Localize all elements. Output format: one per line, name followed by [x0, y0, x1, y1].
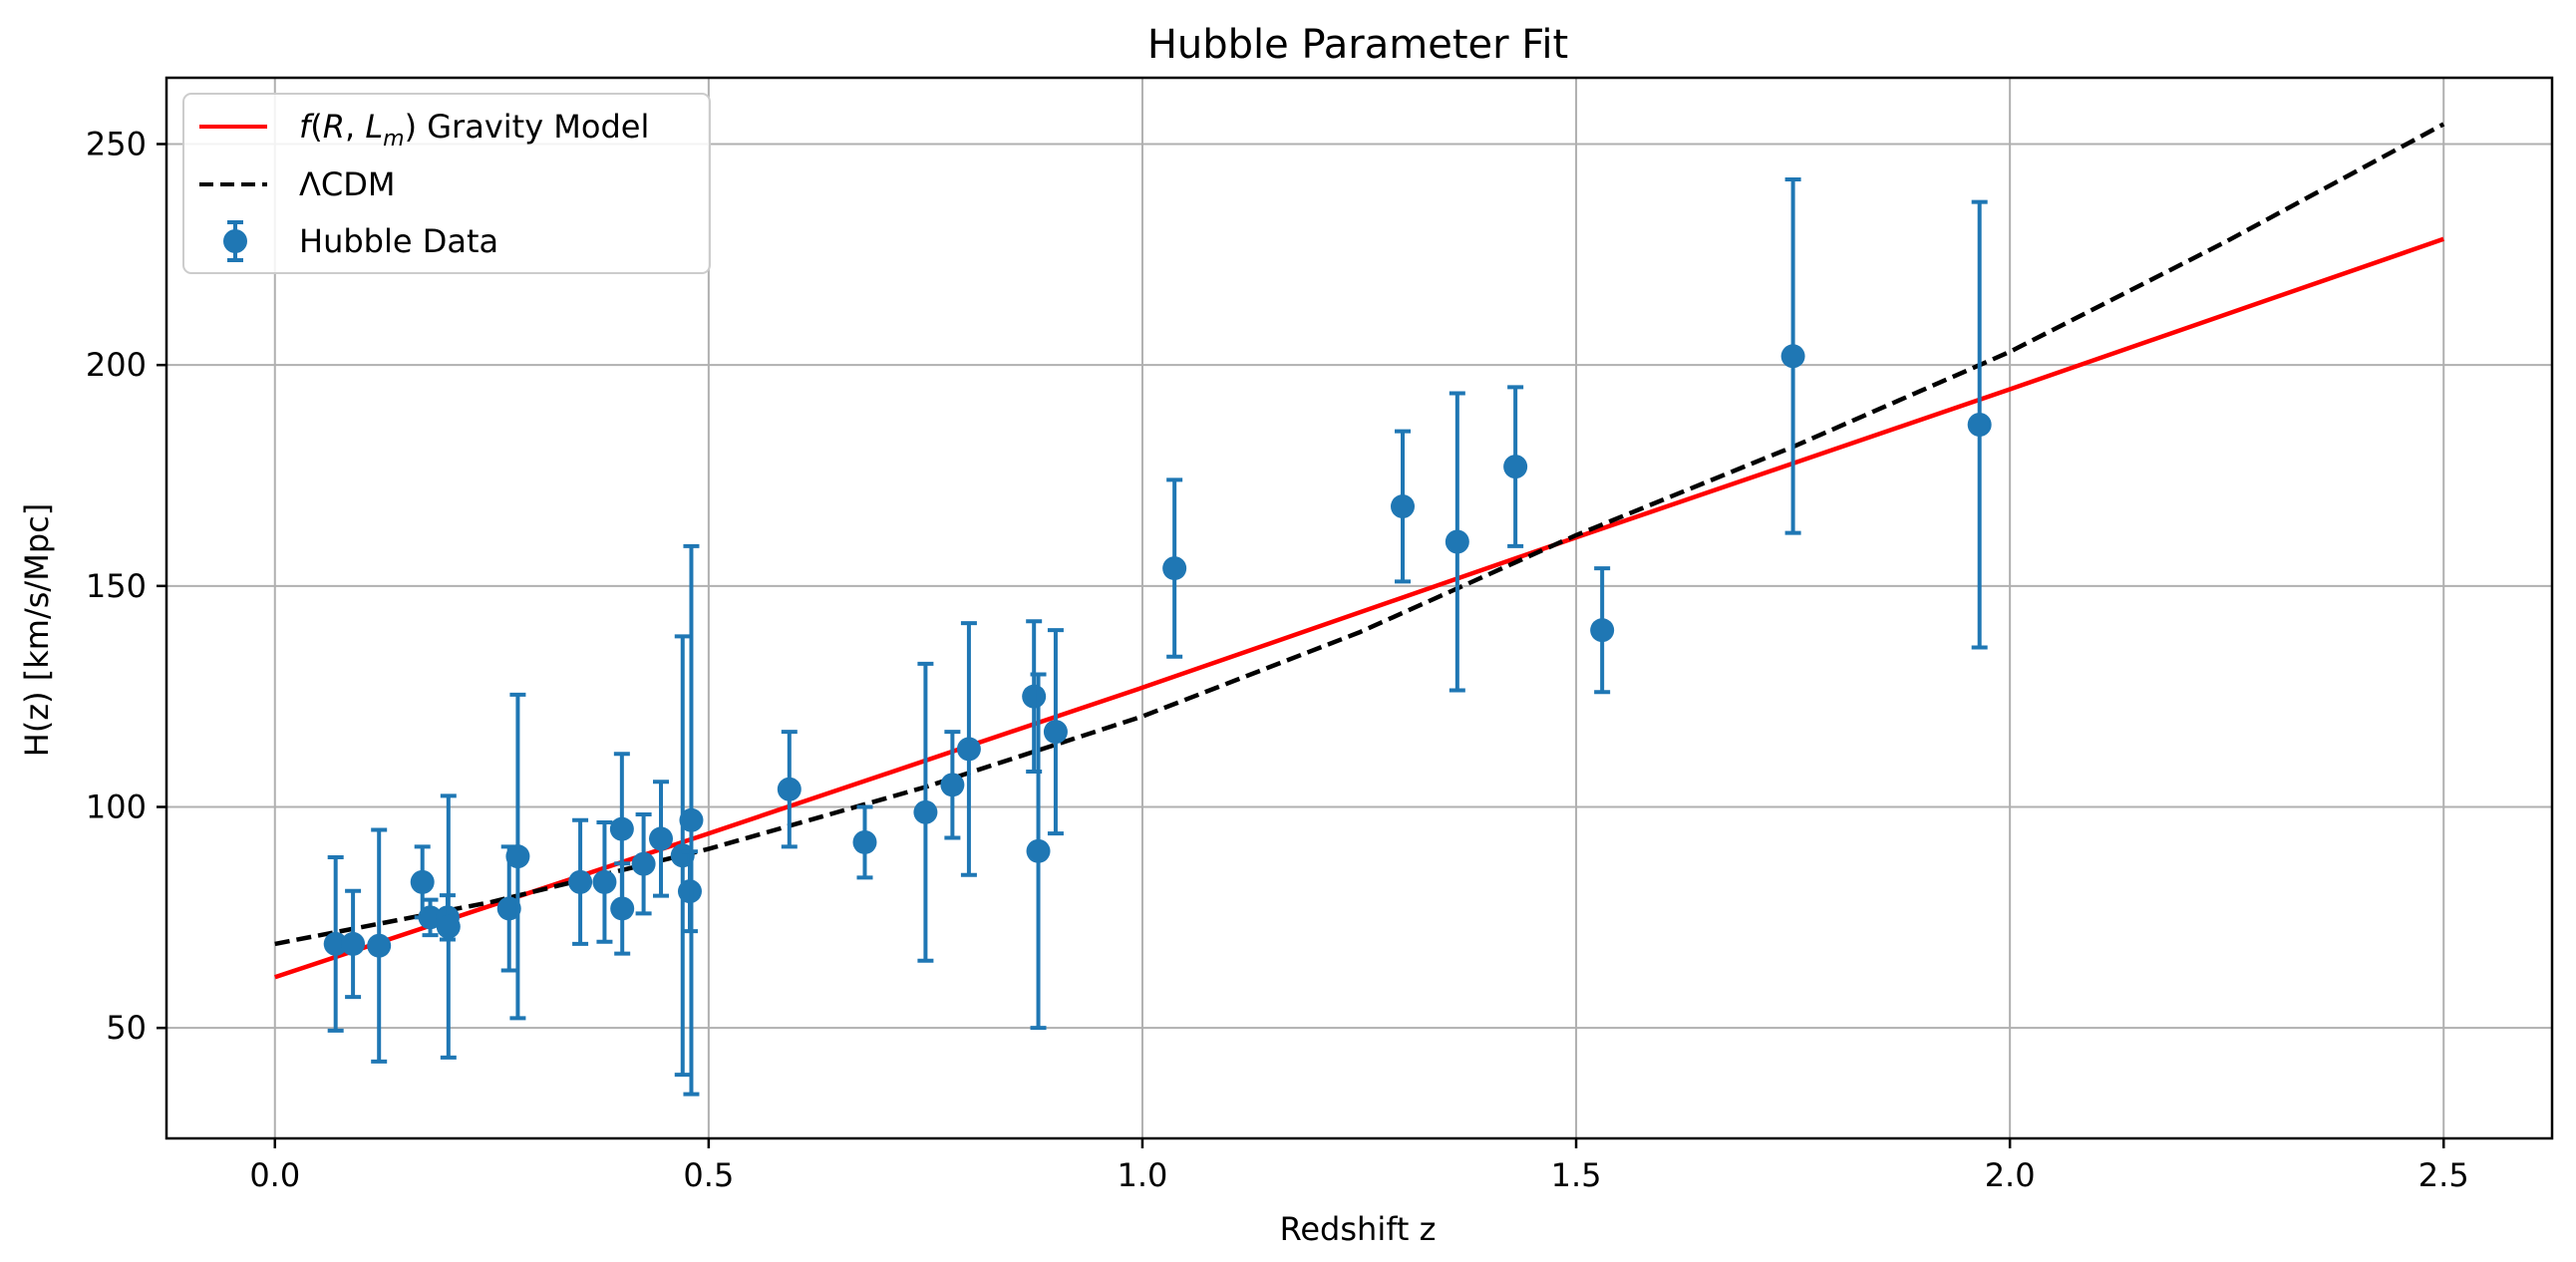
data-point [609, 816, 634, 841]
y-tick-label: 150 [86, 567, 147, 605]
chart-title: Hubble Parameter Fit [1147, 22, 1568, 68]
data-point [1503, 455, 1528, 479]
data-point [323, 931, 348, 956]
x-tick-label: 1.0 [1118, 1156, 1168, 1194]
grid-layer [166, 78, 2552, 1138]
data-point [367, 933, 392, 958]
hubble-data-points [323, 176, 1992, 1097]
data-point [1391, 494, 1416, 519]
legend-frame [182, 93, 711, 274]
data-point [505, 844, 530, 869]
data-point [940, 773, 965, 797]
data-point [1590, 618, 1615, 643]
data-point [1780, 344, 1805, 369]
x-axis-label: Redshift z [1280, 1210, 1437, 1248]
x-tick-label: 0.5 [683, 1156, 734, 1194]
y-tick-label: 250 [86, 126, 147, 163]
data-point [1445, 529, 1469, 554]
y-axis-label: H(z) [km/s/Mpc] [18, 503, 56, 757]
data-point [777, 777, 802, 801]
legend-label-data: Hubble Data [299, 222, 498, 260]
data-point [1026, 838, 1051, 863]
data-point [649, 826, 674, 851]
data-point [1967, 413, 1992, 438]
x-tick-label: 2.5 [2418, 1156, 2469, 1194]
series-layer [274, 122, 2445, 1097]
x-tick-label: 2.0 [1985, 1156, 2036, 1194]
data-point [1043, 720, 1068, 745]
data-point [852, 829, 877, 854]
x-tick-label: 0.0 [249, 1156, 300, 1194]
y-tick-label: 200 [86, 346, 147, 384]
x-tick-label: 1.5 [1551, 1156, 1602, 1194]
data-point [341, 931, 366, 956]
data-point [913, 799, 938, 824]
legend-label-model: f(R, Lm) Gravity Model [299, 108, 649, 152]
legend-swatch-data-marker [223, 229, 247, 253]
axes-layer: 0.0 0.5 1.0 1.5 2.0 2.5 50 100 150 200 250 [86, 76, 2554, 1194]
y-tick-label: 50 [106, 1009, 147, 1047]
data-point [436, 914, 461, 939]
data-point [496, 896, 521, 921]
data-point [1022, 684, 1047, 709]
data-point [1162, 556, 1187, 581]
data-point [418, 905, 443, 930]
data-point [592, 869, 617, 894]
data-point [568, 869, 593, 894]
plot-frame [164, 76, 2554, 1140]
legend: f(R, Lm) Gravity Model ΛCDM Hubble Data [182, 93, 711, 274]
data-point [610, 896, 635, 921]
data-point [410, 869, 435, 894]
data-point [631, 851, 656, 876]
lcdm-curve [274, 122, 2445, 947]
data-point [679, 807, 704, 832]
data-point [956, 737, 981, 762]
y-tick-label: 100 [86, 789, 147, 826]
legend-label-lcdm: ΛCDM [299, 165, 395, 203]
